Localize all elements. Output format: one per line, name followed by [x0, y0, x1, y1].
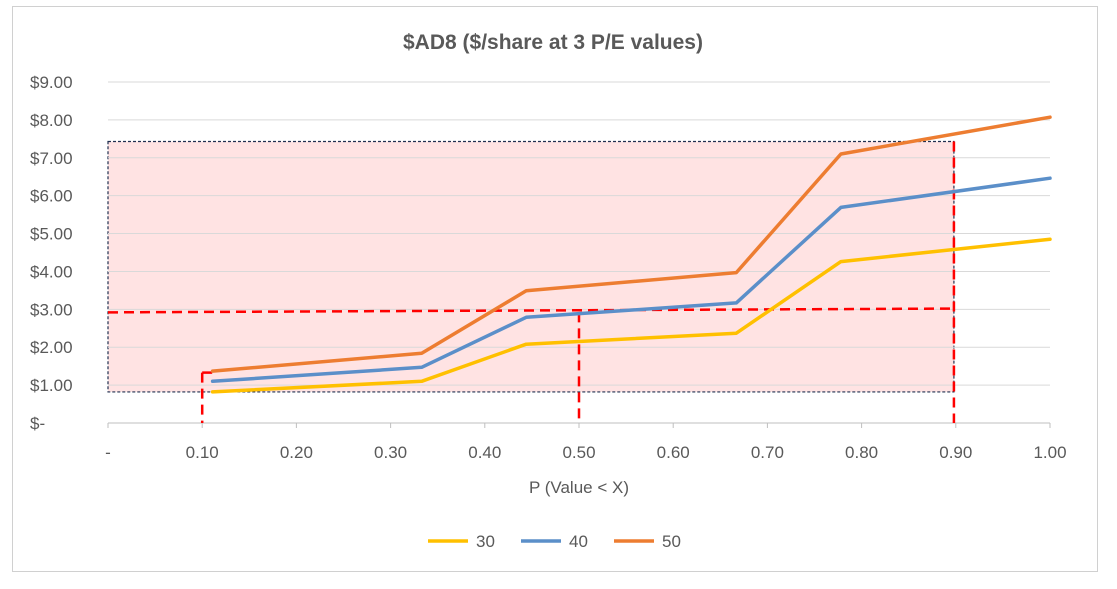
highlight-box: [107, 140, 955, 393]
y-tick-label: $3.00: [30, 300, 73, 319]
x-tick-label: 0.50: [562, 443, 595, 462]
y-axis: $- $1.00 $2.00 $3.00 $4.00 $5.00 $6.00 $7.00 $8.…: [30, 73, 73, 433]
series-lines: [210, 115, 1052, 394]
y-tick-label: $2.00: [30, 338, 73, 357]
legend-label-50: 50: [662, 532, 681, 551]
x-tick-label: -: [105, 443, 111, 462]
y-tick-label: $9.00: [30, 73, 73, 92]
y-tick-label: $4.00: [30, 262, 73, 281]
gridlines: [108, 81, 1050, 424]
legend-label-40: 40: [569, 532, 588, 551]
legend-label-30: 30: [476, 532, 495, 551]
x-tick-label: 0.10: [186, 443, 219, 462]
x-tick-label: 0.90: [939, 443, 972, 462]
x-axis: - 0.10 0.20 0.30 0.40 0.50 0.60 0.70 0.80 0.90 1.0…: [105, 423, 1067, 462]
y-tick-label: $5.00: [30, 225, 73, 244]
y-tick-label: $7.00: [30, 149, 73, 168]
y-tick-label: $6.00: [30, 187, 73, 206]
x-tick-label: 0.70: [751, 443, 784, 462]
dashed-reference-line: [107, 307, 954, 314]
x-tick-label: 0.60: [657, 443, 690, 462]
reference-lines: [107, 141, 956, 423]
x-tick-label: 0.30: [374, 443, 407, 462]
x-axis-title: P (Value < X): [529, 478, 629, 497]
x-tick-label: 1.00: [1033, 443, 1066, 462]
legend: 30 40 50: [428, 532, 681, 551]
x-tick-label: 0.20: [280, 443, 313, 462]
chart-title: $AD8 ($/share at 3 P/E values): [403, 31, 703, 54]
x-tick-label: 0.80: [845, 443, 878, 462]
series-line-40: [210, 176, 1052, 384]
series-line-30: [210, 237, 1052, 394]
x-tick-label: 0.40: [468, 443, 501, 462]
highlight-region: [107, 140, 955, 393]
y-tick-label: $1.00: [30, 376, 73, 395]
y-tick-label: $-: [30, 414, 45, 433]
series-line-50: [210, 115, 1052, 373]
y-tick-label: $8.00: [30, 111, 73, 130]
